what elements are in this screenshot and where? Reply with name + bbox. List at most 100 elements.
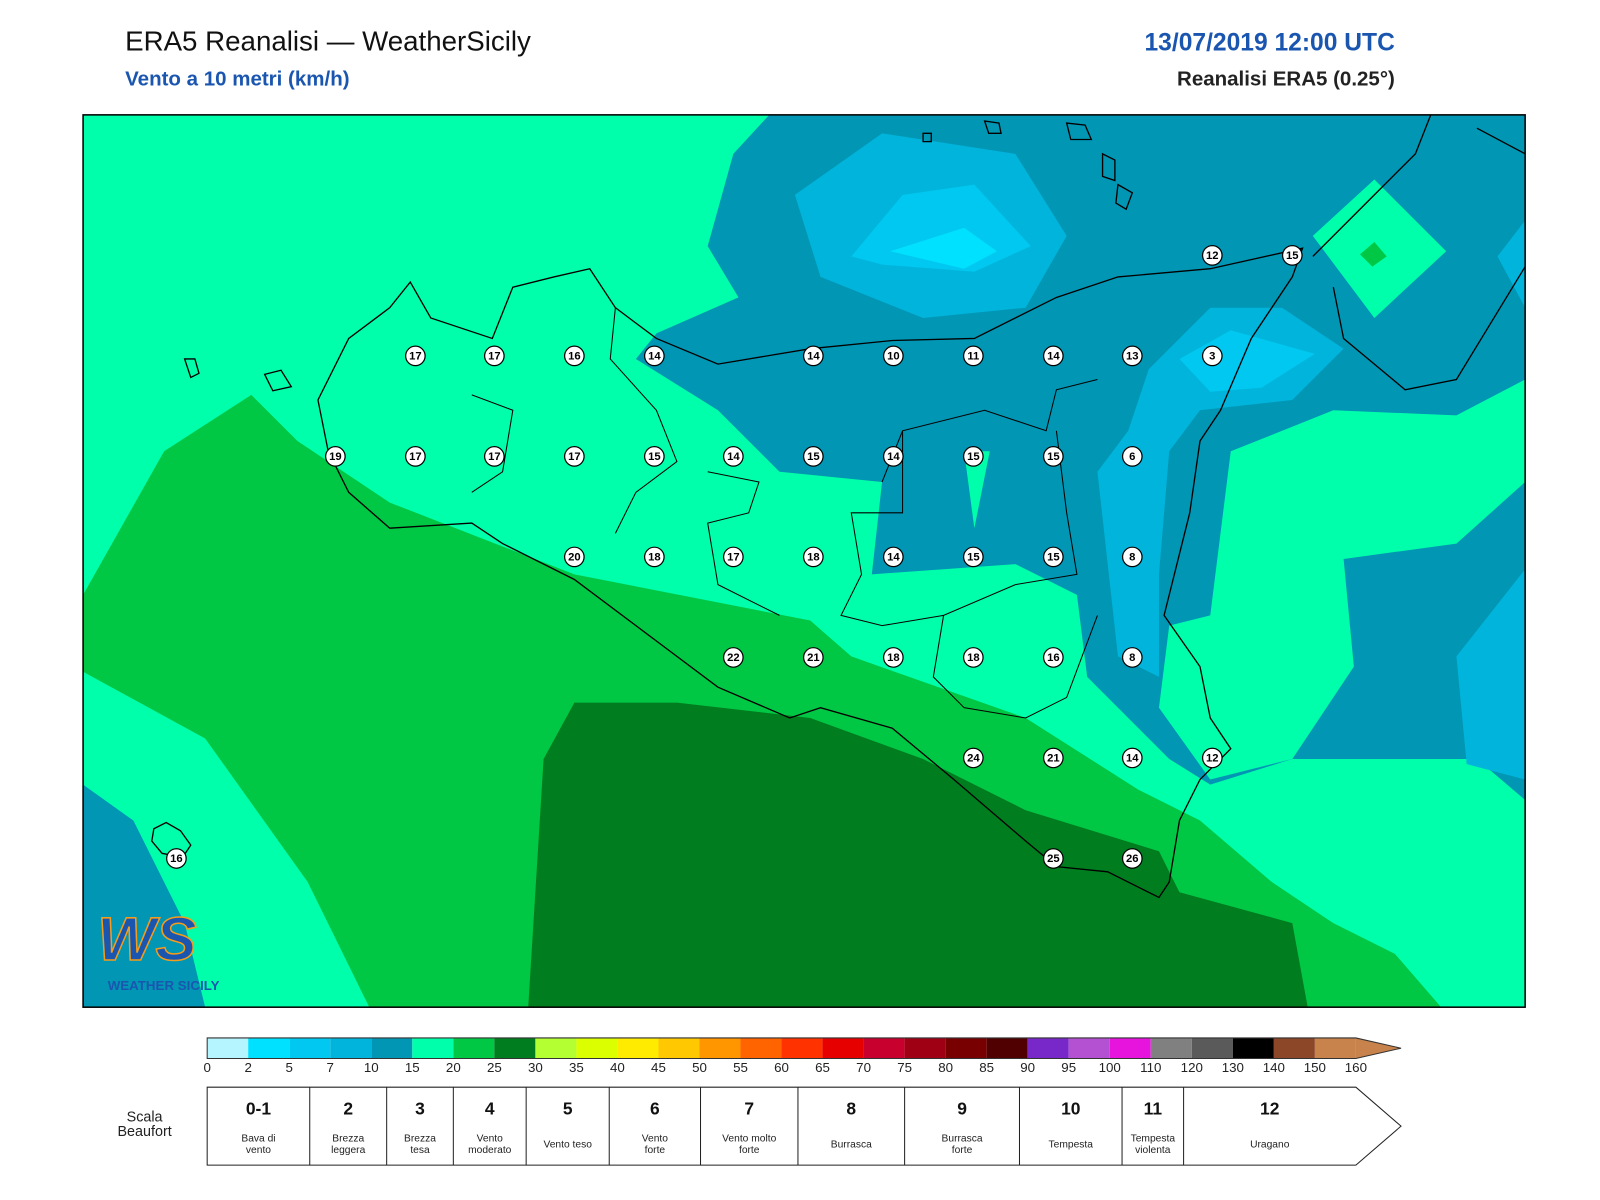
field-15-20 [964, 451, 990, 529]
colorbar-segment [1068, 1037, 1110, 1059]
colorbar-segment [617, 1037, 659, 1059]
station-marker [1201, 245, 1223, 266]
beaufort-desc: Bava di [241, 1134, 275, 1145]
colorbar-segment [699, 1037, 741, 1059]
station-marker [962, 647, 984, 668]
station-marker [1042, 546, 1064, 568]
station-value: 16 [1047, 652, 1060, 664]
station-marker [1121, 747, 1143, 769]
beaufort-force: 6 [650, 1098, 660, 1118]
station-marker [1281, 245, 1303, 266]
station-value: 22 [727, 652, 740, 664]
station-marker [564, 345, 585, 367]
station-marker [1042, 848, 1064, 869]
station-value: 17 [409, 350, 422, 362]
station-value: 26 [1126, 853, 1139, 865]
station-marker [1121, 546, 1143, 568]
beaufort-desc: Vento molto [722, 1134, 776, 1145]
beaufort-desc: Vento [642, 1134, 669, 1145]
colorbar-segment [822, 1037, 864, 1059]
station-value: 21 [807, 652, 820, 664]
colorbar-segment [494, 1037, 536, 1059]
beaufort-force: 11 [1144, 1098, 1163, 1118]
station-value: 24 [967, 752, 980, 764]
beaufort-force: 12 [1260, 1098, 1279, 1118]
beaufort-desc: vento [246, 1145, 271, 1156]
colorbar-tick-label: 80 [938, 1060, 953, 1075]
title: ERA5 Reanalisi — WeatherSicily [125, 25, 531, 56]
station-marker [1201, 345, 1223, 367]
colorbar-tick-label: 95 [1061, 1060, 1076, 1075]
station-value: 12 [1206, 752, 1219, 764]
colorbar-tick-label: 50 [692, 1060, 707, 1075]
station-value: 8 [1129, 551, 1135, 563]
beaufort-force: 2 [343, 1098, 353, 1118]
colorbar-tick-label: 150 [1304, 1060, 1326, 1075]
colorbar-tick-label: 70 [856, 1060, 871, 1075]
station-marker [1201, 747, 1223, 769]
station-value: 15 [1047, 451, 1060, 463]
beaufort-outline [206, 1086, 1402, 1166]
beaufort-force: 3 [415, 1098, 425, 1118]
station-marker [325, 446, 346, 467]
beaufort-desc: Burrasca [942, 1134, 983, 1145]
station-value: 14 [887, 451, 900, 463]
map-frame [82, 114, 1526, 1008]
beaufort-desc: Tempesta [1049, 1139, 1094, 1150]
colorbar-tick-label: 30 [528, 1060, 543, 1075]
station-marker [722, 546, 744, 568]
station-value: 16 [170, 853, 183, 865]
beaufort-desc: leggera [331, 1145, 365, 1156]
beaufort-desc: Brezza [332, 1134, 364, 1145]
colorbar-segment [207, 1037, 249, 1059]
colorbar-tick-label: 0 [203, 1060, 210, 1075]
beaufort-desc: moderato [468, 1145, 512, 1156]
colorbar-tick-label: 5 [286, 1060, 293, 1075]
beaufort-force: 5 [563, 1098, 573, 1118]
colorbar-segment [535, 1037, 577, 1059]
station-marker [802, 647, 824, 668]
beaufort-desc: Burrasca [831, 1139, 872, 1150]
coastline [151, 114, 1526, 899]
station-marker [1042, 647, 1064, 668]
colorbar-segment [1191, 1037, 1233, 1059]
field-20-25 [1360, 242, 1387, 267]
colorbar-segment [1109, 1037, 1151, 1059]
datetime: 13/07/2019 12:00 UTC [1144, 30, 1395, 57]
station-value: 12 [1206, 250, 1219, 262]
station-marker [1121, 446, 1143, 467]
colorbar-segment [576, 1037, 618, 1059]
station-value: 18 [807, 551, 820, 563]
station-value: 17 [568, 451, 581, 463]
station-value: 19 [329, 451, 342, 463]
coastline [1312, 114, 1526, 391]
station-value: 14 [1047, 350, 1060, 362]
colorbar-tick-label: 85 [979, 1060, 994, 1075]
station-marker [802, 446, 824, 467]
station-value: 16 [568, 350, 581, 362]
island [151, 120, 1134, 859]
station-marker [564, 446, 585, 467]
colorbar-segment [1150, 1037, 1192, 1059]
colorbar-tick-label: 10 [364, 1060, 379, 1075]
station-marker [882, 647, 904, 668]
beaufort-label: Scala [127, 1110, 163, 1126]
station-value: 15 [648, 451, 661, 463]
colorbar-segment [371, 1037, 413, 1059]
station-value: 6 [1129, 451, 1135, 463]
station-value: 17 [488, 451, 501, 463]
beaufort-label: Beaufort [117, 1124, 171, 1140]
station-value: 18 [648, 551, 661, 563]
station-marker [962, 345, 984, 367]
station-marker [722, 446, 744, 467]
colorbar-tick-label: 40 [610, 1060, 625, 1075]
beaufort-desc: Vento [477, 1134, 504, 1145]
field-25-30 [528, 702, 1308, 1008]
beaufort-force: 10 [1061, 1098, 1080, 1118]
colorbar-segment [740, 1037, 782, 1059]
colorbar-segment [945, 1037, 987, 1059]
beaufort-force: 7 [744, 1098, 754, 1118]
